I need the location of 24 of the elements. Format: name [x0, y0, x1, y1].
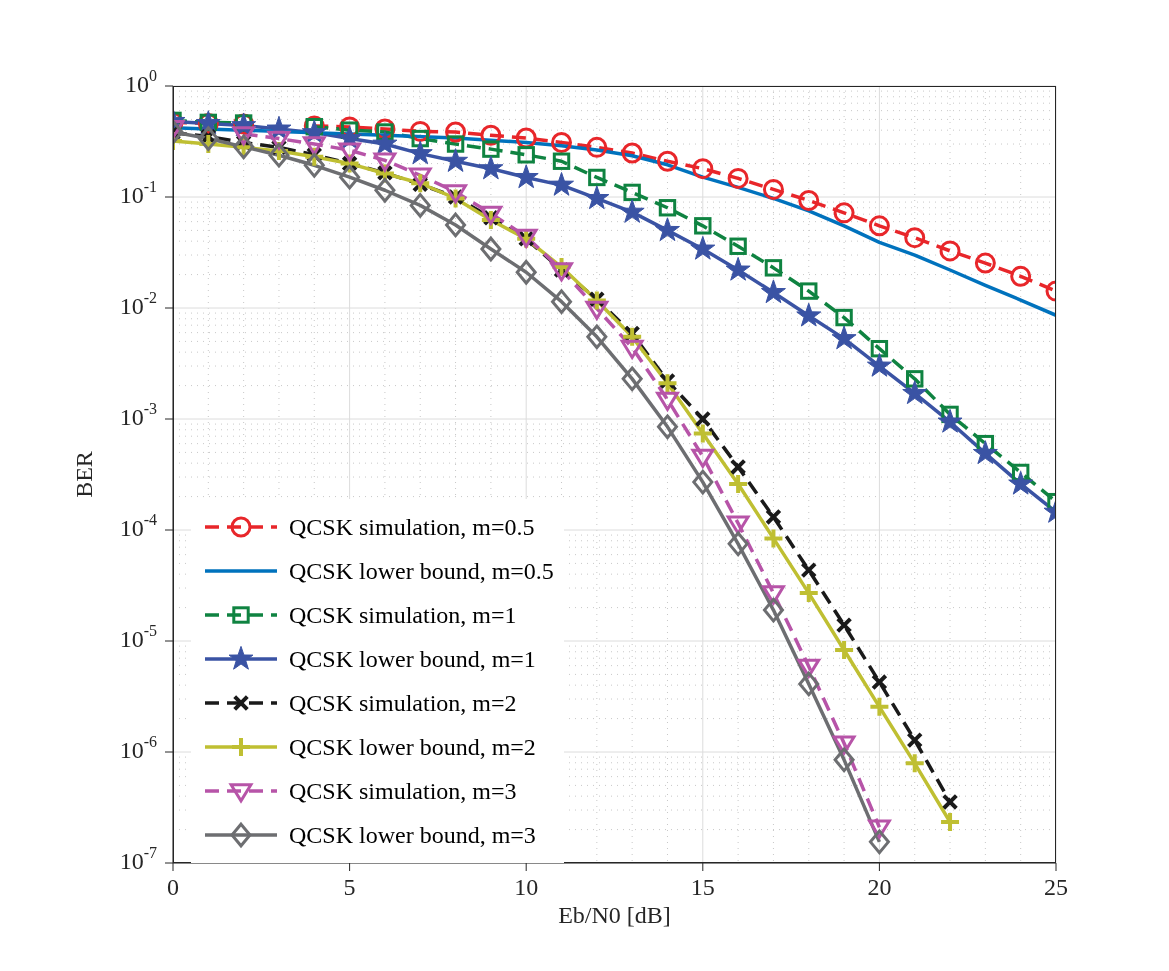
x-tick-label: 0 [167, 873, 179, 900]
x-tick-label: 5 [343, 873, 356, 900]
legend-label: QCSK simulation, m=3 [289, 777, 517, 805]
y-tick-label: 10$^{0}$ [125, 67, 157, 97]
y-tick-label: 10$^{-2}$ [119, 289, 157, 319]
x-axis-title: Eb/N0 [dB] [558, 902, 671, 928]
legend-label: QCSK simulation, m=0.5 [289, 513, 535, 541]
y-tick-label: 10$^{-7}$ [119, 844, 157, 874]
y-tick-label: 10$^{-5}$ [119, 622, 157, 652]
x-tick-label: 15 [690, 873, 715, 900]
x-tick-label: 25 [1044, 873, 1068, 900]
y-tick-label: 10$^{-1}$ [119, 178, 157, 208]
y-tick-label: 10$^{-4}$ [119, 511, 157, 541]
legend-label: QCSK lower bound, m=3 [289, 821, 536, 849]
legend-label: QCSK lower bound, m=2 [289, 733, 536, 761]
legend-label: QCSK lower bound, m=0.5 [289, 557, 554, 585]
y-tick-label: 10$^{-6}$ [119, 733, 157, 763]
legend-label: QCSK simulation, m=1 [289, 601, 517, 629]
x-tick-label: 10 [514, 873, 539, 900]
y-tick-label: 10$^{-3}$ [119, 400, 157, 430]
legend-label: QCSK lower bound, m=1 [289, 645, 536, 673]
x-tick-label: 20 [867, 873, 892, 900]
legend-label: QCSK simulation, m=2 [289, 689, 517, 717]
y-axis-title: BER [70, 451, 97, 498]
